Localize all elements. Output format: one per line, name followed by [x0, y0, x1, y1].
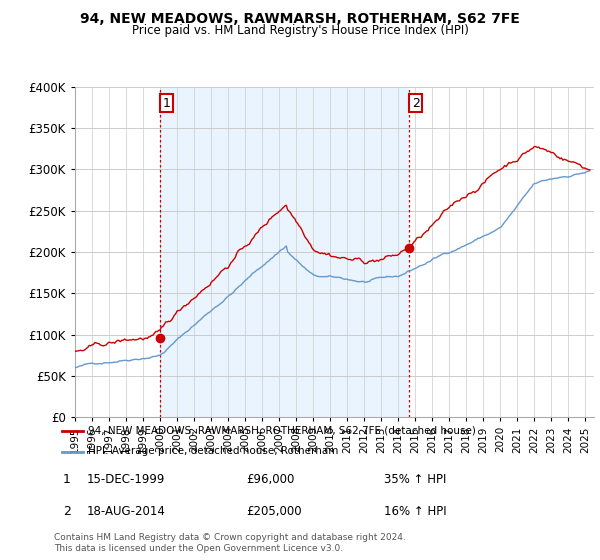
Text: 18-AUG-2014: 18-AUG-2014 [87, 505, 166, 519]
Text: 1: 1 [62, 473, 71, 486]
Text: Price paid vs. HM Land Registry's House Price Index (HPI): Price paid vs. HM Land Registry's House … [131, 24, 469, 36]
Text: 2: 2 [62, 505, 71, 519]
Text: 94, NEW MEADOWS, RAWMARSH, ROTHERHAM, S62 7FE: 94, NEW MEADOWS, RAWMARSH, ROTHERHAM, S6… [80, 12, 520, 26]
Bar [160, 87, 409, 417]
Text: £205,000: £205,000 [246, 505, 302, 519]
Text: 35% ↑ HPI: 35% ↑ HPI [384, 473, 446, 486]
Text: £96,000: £96,000 [246, 473, 295, 486]
Text: 16% ↑ HPI: 16% ↑ HPI [384, 505, 446, 519]
Text: 15-DEC-1999: 15-DEC-1999 [87, 473, 166, 486]
Text: 1: 1 [163, 97, 170, 110]
Text: Contains HM Land Registry data © Crown copyright and database right 2024.
This d: Contains HM Land Registry data © Crown c… [54, 533, 406, 553]
Text: 2: 2 [412, 97, 419, 110]
Text: HPI: Average price, detached house, Rotherham: HPI: Average price, detached house, Roth… [88, 446, 338, 456]
Text: 94, NEW MEADOWS, RAWMARSH, ROTHERHAM, S62 7FE (detached house): 94, NEW MEADOWS, RAWMARSH, ROTHERHAM, S6… [88, 426, 476, 436]
